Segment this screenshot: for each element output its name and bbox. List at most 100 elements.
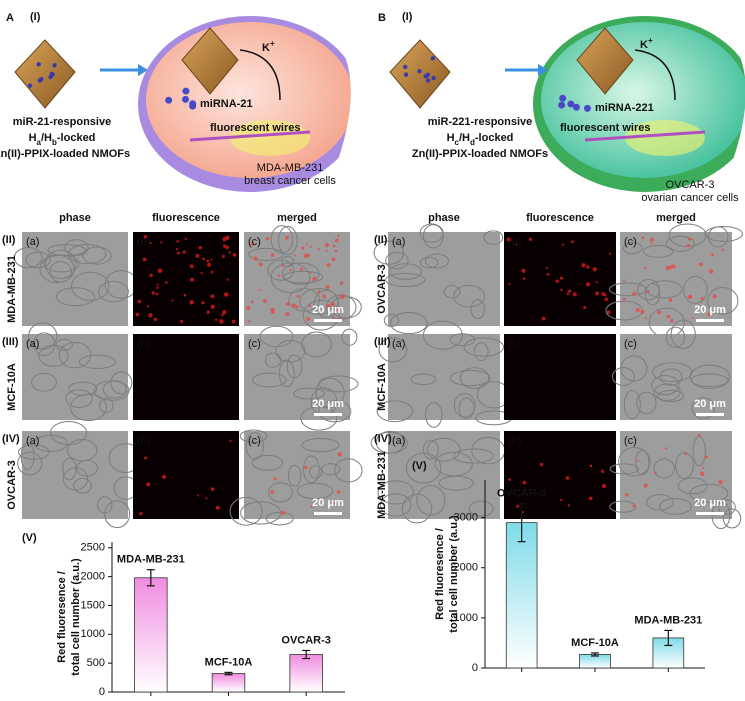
subpanel-label: (b) <box>508 435 521 447</box>
octahedron-inner <box>181 27 239 95</box>
mirna-label: miRNA-21 <box>200 98 253 110</box>
red-signal <box>142 257 147 262</box>
red-signal <box>508 283 511 286</box>
micrograph <box>133 431 239 519</box>
cell-texture <box>468 500 494 517</box>
cell-texture <box>646 494 674 511</box>
cell-texture <box>704 225 743 242</box>
cell-texture <box>301 331 332 358</box>
red-signal <box>247 320 251 323</box>
red-signal <box>317 248 320 251</box>
red-signal <box>309 271 313 274</box>
cell-texture <box>32 332 56 357</box>
red-signal <box>325 249 328 252</box>
red-signal <box>559 498 563 502</box>
red-signal <box>624 493 629 497</box>
nmof-label-part: /H <box>41 132 52 144</box>
cell-texture <box>463 337 504 357</box>
column-header: fluorescence <box>526 212 594 224</box>
dot <box>403 72 409 77</box>
red-signal <box>522 480 527 485</box>
cell-texture <box>99 397 114 414</box>
red-signal <box>332 244 336 248</box>
red-signal <box>647 289 650 293</box>
red-signal <box>198 245 202 250</box>
red-signal <box>183 293 187 297</box>
cell-texture <box>385 272 426 287</box>
red-signal <box>337 451 343 457</box>
red-signal <box>258 262 263 267</box>
nmof-label-part: c <box>455 138 460 147</box>
panel-sub: (I) <box>402 11 413 23</box>
cell-texture <box>689 364 731 389</box>
red-signal <box>304 465 308 470</box>
cell-label: ovarian cancer cells <box>641 192 739 204</box>
subpanel-label: (a) <box>26 338 39 350</box>
cell-texture <box>692 436 706 467</box>
cell-cutout <box>723 25 745 160</box>
nmof-label: miR-221-responsive <box>428 116 533 128</box>
red-signal <box>586 282 591 287</box>
bar-category-label: MDA-MB-231 <box>634 614 702 626</box>
scale-bar <box>696 413 724 416</box>
ion-label: K+ <box>262 39 275 54</box>
red-signal <box>691 316 694 319</box>
nmof-label-part: H <box>447 132 455 144</box>
cell-texture <box>248 247 284 261</box>
cell-texture <box>301 438 340 453</box>
dot <box>417 69 422 74</box>
red-signal <box>143 235 148 239</box>
cell-texture <box>474 342 489 362</box>
red-signal <box>171 299 174 302</box>
cell-texture <box>104 500 131 529</box>
cell-texture <box>49 420 88 446</box>
red-signal <box>273 477 277 481</box>
nmof-label: miR-21-responsive <box>13 116 111 128</box>
red-signal <box>687 295 692 299</box>
nmof-label-part: -locked <box>57 132 96 144</box>
glow <box>625 120 705 156</box>
row-cell-label: MCF-10A <box>6 363 18 411</box>
cell-texture <box>651 374 680 396</box>
cell-texture <box>39 254 75 284</box>
red-signal <box>604 297 608 302</box>
red-signal <box>265 236 270 241</box>
cell-texture <box>377 480 415 505</box>
nmof-label-part: b <box>52 138 57 147</box>
wires-label: fluorescent wires <box>560 122 650 134</box>
red-signal <box>560 276 564 280</box>
bar-category-label: MDA-MB-231 <box>117 554 185 566</box>
cell-texture <box>419 256 439 269</box>
red-signal <box>334 238 339 243</box>
cell-texture <box>82 246 112 265</box>
red-signal <box>246 305 251 311</box>
ion-part: + <box>270 39 275 48</box>
red-signal <box>206 312 210 315</box>
red-signal <box>600 469 605 473</box>
cell-texture <box>458 397 475 420</box>
cell-texture <box>623 390 641 420</box>
red-signal <box>313 502 316 506</box>
red-signal <box>286 302 290 306</box>
bar <box>211 673 246 693</box>
red-signal <box>595 281 598 284</box>
red-signal <box>684 452 688 456</box>
red-signal <box>507 237 512 242</box>
cell-texture <box>389 263 423 280</box>
red-signal <box>144 456 148 460</box>
red-signal <box>697 433 701 437</box>
scale-bar <box>314 512 342 515</box>
red-signal <box>197 494 200 497</box>
red-signal <box>258 288 261 291</box>
cell-texture <box>259 325 294 348</box>
panel: A (I)miR-21-responsiveHa/Hb-lockedZn(II)-… <box>0 11 376 529</box>
dot <box>39 77 44 82</box>
red-signal <box>601 483 607 489</box>
red-signal <box>296 294 300 298</box>
red-signal <box>337 234 340 238</box>
nmof-label: Hc/Hd-locked <box>447 132 514 147</box>
red-signal <box>281 510 286 515</box>
cell-texture <box>62 457 77 481</box>
cell-texture <box>659 368 683 386</box>
cell-cutout <box>328 25 376 160</box>
